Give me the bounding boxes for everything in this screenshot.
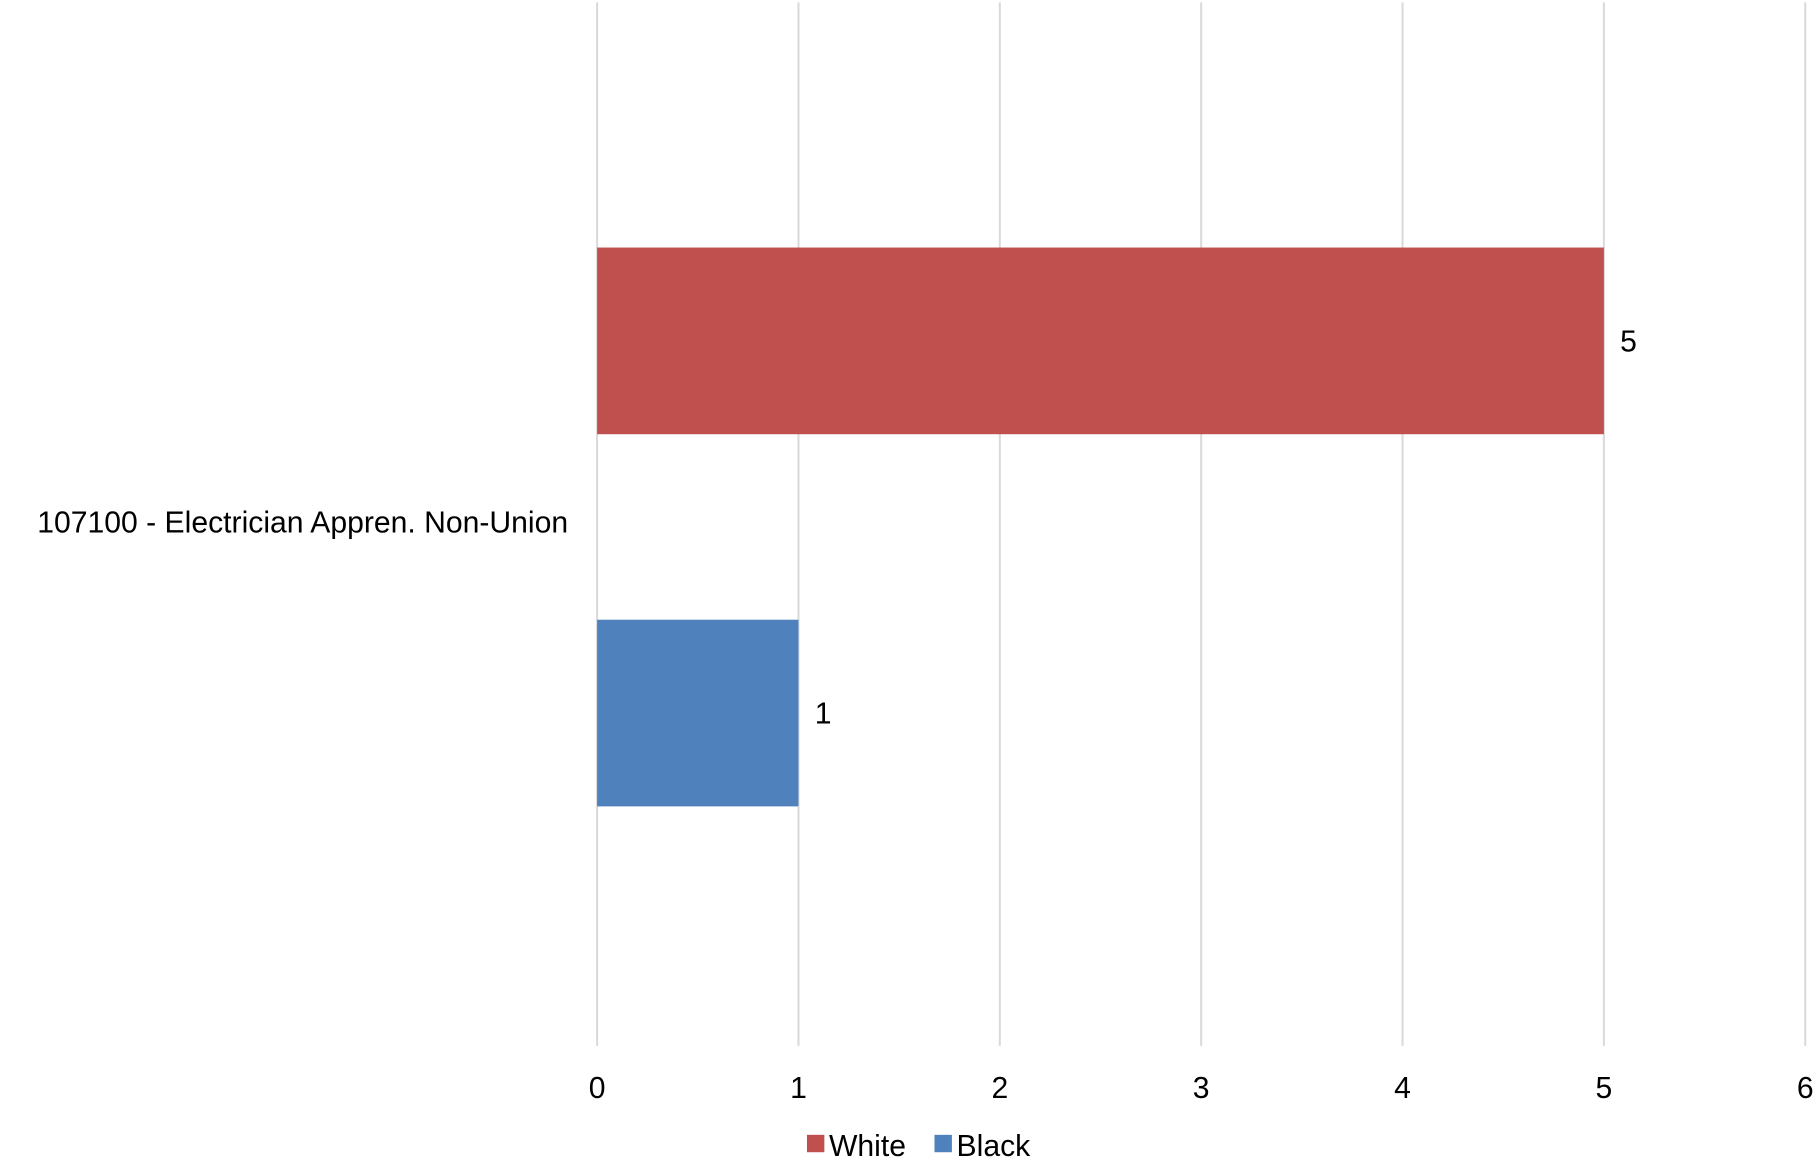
x-tick-label: 2 [991, 1072, 1008, 1105]
bar-black [597, 619, 799, 807]
x-tick-label: 1 [790, 1072, 807, 1105]
data-label: 1 [815, 697, 832, 730]
x-tick-label: 4 [1394, 1072, 1411, 1105]
data-label: 5 [1620, 325, 1637, 358]
x-axis-ticks: 0 1 2 3 4 5 6 [589, 1072, 1814, 1105]
grid [596, 2, 1807, 1046]
bar-white [597, 247, 1604, 435]
x-tick-label: 3 [1193, 1072, 1210, 1105]
legend-swatch-black [934, 1134, 952, 1153]
x-tick-label: 0 [589, 1072, 606, 1105]
legend-swatch-white [806, 1134, 825, 1153]
legend-label-black: Black [957, 1130, 1032, 1163]
category-label: 107100 - Electrician Appren. Non-Union [37, 507, 568, 540]
legend-label-white: White [829, 1130, 906, 1163]
bars: 51 [597, 247, 1637, 807]
x-tick-label: 6 [1797, 1072, 1814, 1105]
x-tick-label: 5 [1596, 1072, 1613, 1105]
category-axis: 107100 - Electrician Appren. Non-Union [37, 507, 568, 540]
legend: White Black [806, 1130, 1032, 1163]
